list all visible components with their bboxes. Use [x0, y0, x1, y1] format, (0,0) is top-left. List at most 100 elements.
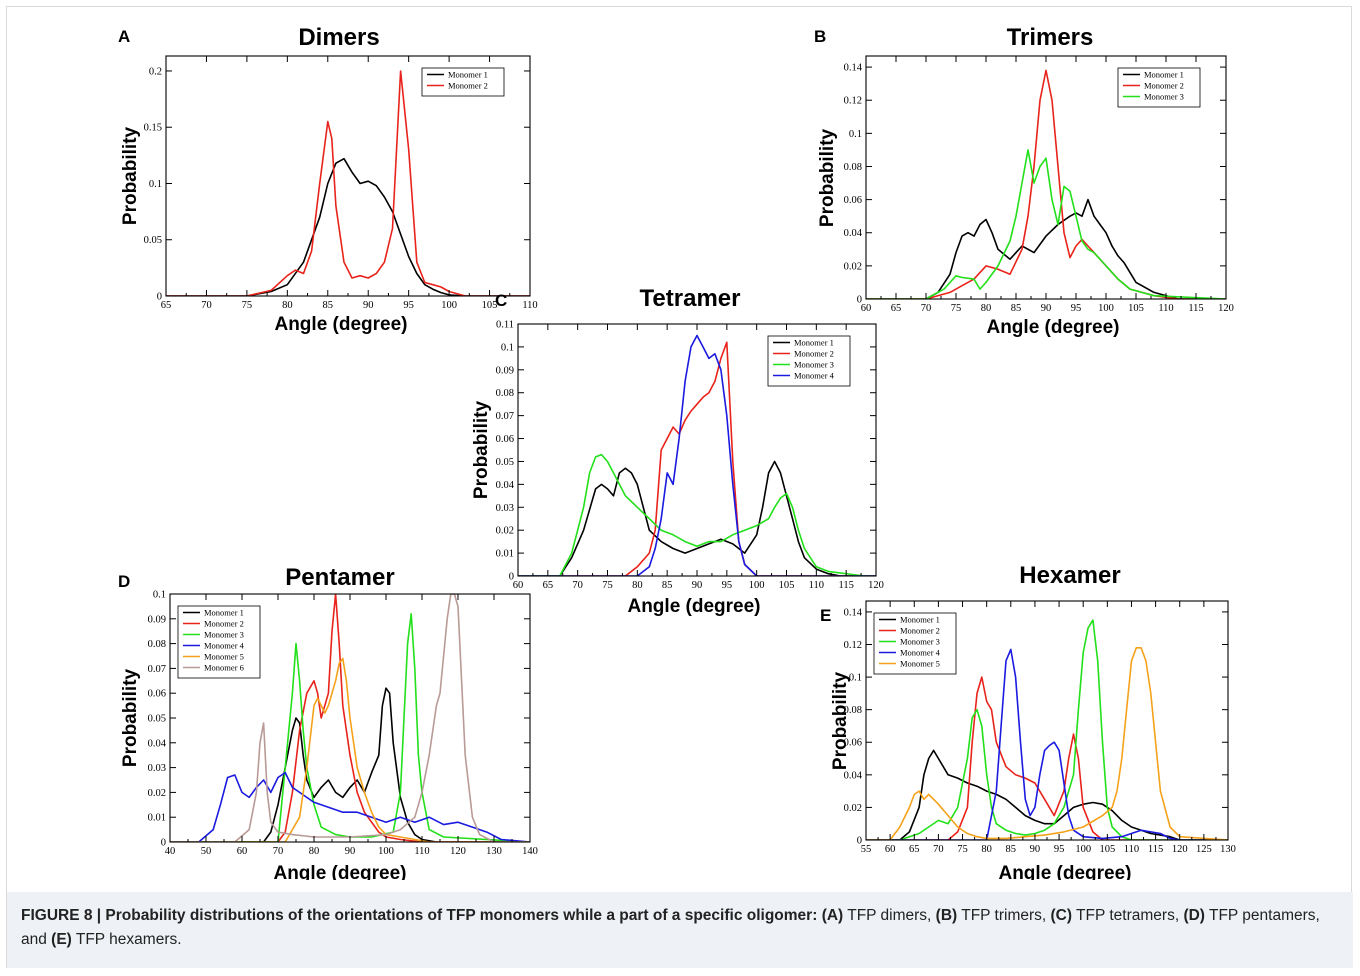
- series-line-c-1: [518, 462, 876, 577]
- x-tick-label-a-65: 65: [161, 300, 172, 311]
- y-tick-label-c-4: 0.04: [496, 480, 515, 491]
- x-tick-label-e-110: 110: [1124, 844, 1139, 855]
- y-tick-label-e-6: 0.12: [844, 640, 862, 651]
- y-tick-label-e-3: 0.06: [844, 738, 862, 749]
- y-axis-label-b: Probability: [817, 128, 838, 227]
- x-tick-label-e-65: 65: [909, 844, 920, 855]
- y-tick-label-b-3: 0.06: [844, 195, 862, 206]
- x-tick-label-d-120: 120: [450, 846, 466, 857]
- y-tick-label-b-4: 0.08: [844, 162, 862, 173]
- x-tick-label-a-110: 110: [522, 300, 537, 311]
- x-tick-label-b-95: 95: [1071, 303, 1082, 314]
- x-tick-label-c-90: 90: [692, 580, 703, 591]
- caption-text-a: TFP dimers,: [843, 907, 935, 924]
- y-tick-label-d-10: 0.1: [153, 590, 166, 601]
- x-tick-label-b-120: 120: [1218, 303, 1234, 314]
- y-tick-label-d-4: 0.04: [148, 738, 167, 749]
- x-tick-label-b-70: 70: [921, 303, 932, 314]
- y-tick-label-e-7: 0.14: [844, 607, 863, 618]
- y-tick-label-d-7: 0.07: [148, 664, 166, 675]
- y-tick-label-c-0: 0: [509, 572, 514, 583]
- figure-svg: DimersAProbabilityAngle (degree)65 70 75 80…: [0, 0, 1360, 880]
- panel-d: PentamerDProbabilityAngle (degree)40 50 60…: [118, 564, 538, 880]
- y-tick-label-e-0: 0: [857, 836, 862, 847]
- panel-letter-d: D: [118, 572, 130, 591]
- series-line-e-2: [866, 677, 1228, 840]
- x-tick-label-e-70: 70: [933, 844, 944, 855]
- y-tick-label-c-9: 0.09: [496, 365, 514, 376]
- legend-label-d-1: Monomer 1: [204, 608, 244, 618]
- x-tick-label-b-75: 75: [951, 303, 962, 314]
- panel-title-e: Hexamer: [1019, 562, 1120, 589]
- caption-label-d: (D): [1183, 907, 1205, 924]
- legend-label-d-5: Monomer 5: [204, 652, 244, 662]
- x-tick-label-e-75: 75: [957, 844, 968, 855]
- legend-label-a-2: Monomer 2: [448, 81, 488, 91]
- x-tick-label-e-55: 55: [861, 844, 872, 855]
- legend-label-c-1: Monomer 1: [794, 338, 834, 348]
- y-tick-label-c-2: 0.02: [496, 526, 514, 537]
- x-tick-label-d-60: 60: [237, 846, 248, 857]
- legend-label-b-1: Monomer 1: [1144, 70, 1184, 80]
- x-tick-label-c-65: 65: [543, 580, 554, 591]
- x-tick-label-a-80: 80: [282, 300, 293, 311]
- y-tick-label-c-3: 0.03: [496, 503, 514, 514]
- panel-c: Tetramer C Probability Angle (degree) 60 65 70…: [471, 285, 884, 617]
- series-line-b-1: [866, 200, 1226, 299]
- legend-label-e-1: Monomer 1: [900, 615, 940, 625]
- x-tick-label-e-90: 90: [1030, 844, 1041, 855]
- x-tick-label-a-85: 85: [323, 300, 334, 311]
- legend-label-e-5: Monomer 5: [900, 659, 940, 669]
- x-tick-label-d-130: 130: [486, 846, 502, 857]
- series-line-b-3: [866, 150, 1226, 299]
- y-tick-label-a-4: 0.2: [149, 66, 162, 77]
- x-tick-label-a-100: 100: [441, 300, 457, 311]
- x-tick-label-c-100: 100: [749, 580, 765, 591]
- panel-title-b: Trimers: [1007, 24, 1094, 51]
- x-tick-label-b-110: 110: [1158, 303, 1173, 314]
- legend-label-e-3: Monomer 3: [900, 637, 940, 647]
- legend-label-d-2: Monomer 2: [204, 619, 244, 629]
- x-tick-label-b-90: 90: [1041, 303, 1052, 314]
- x-tick-label-e-115: 115: [1148, 844, 1163, 855]
- caption-label-c: (C): [1051, 907, 1073, 924]
- x-tick-label-c-110: 110: [809, 580, 824, 591]
- x-tick-label-d-110: 110: [414, 846, 429, 857]
- caption-bold: FIGURE 8 | Probability distributions of …: [21, 907, 817, 924]
- legend-label-c-2: Monomer 2: [794, 349, 834, 359]
- x-tick-label-b-80: 80: [981, 303, 992, 314]
- y-tick-label-d-6: 0.06: [148, 689, 166, 700]
- panel-letter-b: B: [814, 27, 826, 46]
- legend-a: Monomer 1Monomer 2: [422, 68, 504, 96]
- panel-title-c: Tetramer: [640, 285, 741, 312]
- x-tick-label-d-50: 50: [201, 846, 212, 857]
- legend-label-c-4: Monomer 4: [794, 371, 835, 381]
- x-tick-label-c-120: 120: [868, 580, 884, 591]
- x-tick-label-c-80: 80: [632, 580, 643, 591]
- x-tick-label-e-85: 85: [1006, 844, 1017, 855]
- y-tick-label-e-4: 0.08: [844, 705, 862, 716]
- series-line-d-4: [170, 773, 530, 842]
- caption-label-b: (B): [936, 907, 958, 924]
- x-tick-label-e-100: 100: [1075, 844, 1091, 855]
- x-tick-label-e-105: 105: [1099, 844, 1115, 855]
- x-tick-label-b-100: 100: [1098, 303, 1114, 314]
- x-tick-label-e-95: 95: [1054, 844, 1065, 855]
- x-tick-label-a-90: 90: [363, 300, 374, 311]
- caption-label-a: (A): [822, 907, 844, 924]
- x-tick-label-d-90: 90: [345, 846, 356, 857]
- legend-label-b-3: Monomer 3: [1144, 92, 1184, 102]
- x-tick-label-b-65: 65: [891, 303, 902, 314]
- y-tick-label-e-5: 0.1: [849, 673, 862, 684]
- series-line-e-1: [866, 750, 1228, 840]
- x-tick-label-d-100: 100: [378, 846, 394, 857]
- y-tick-label-c-5: 0.05: [496, 457, 514, 468]
- x-tick-label-e-125: 125: [1196, 844, 1212, 855]
- series-line-e-4: [866, 649, 1228, 840]
- legend-label-d-6: Monomer 6: [204, 663, 244, 673]
- y-tick-label-d-3: 0.03: [148, 763, 166, 774]
- y-tick-label-b-7: 0.14: [844, 63, 863, 74]
